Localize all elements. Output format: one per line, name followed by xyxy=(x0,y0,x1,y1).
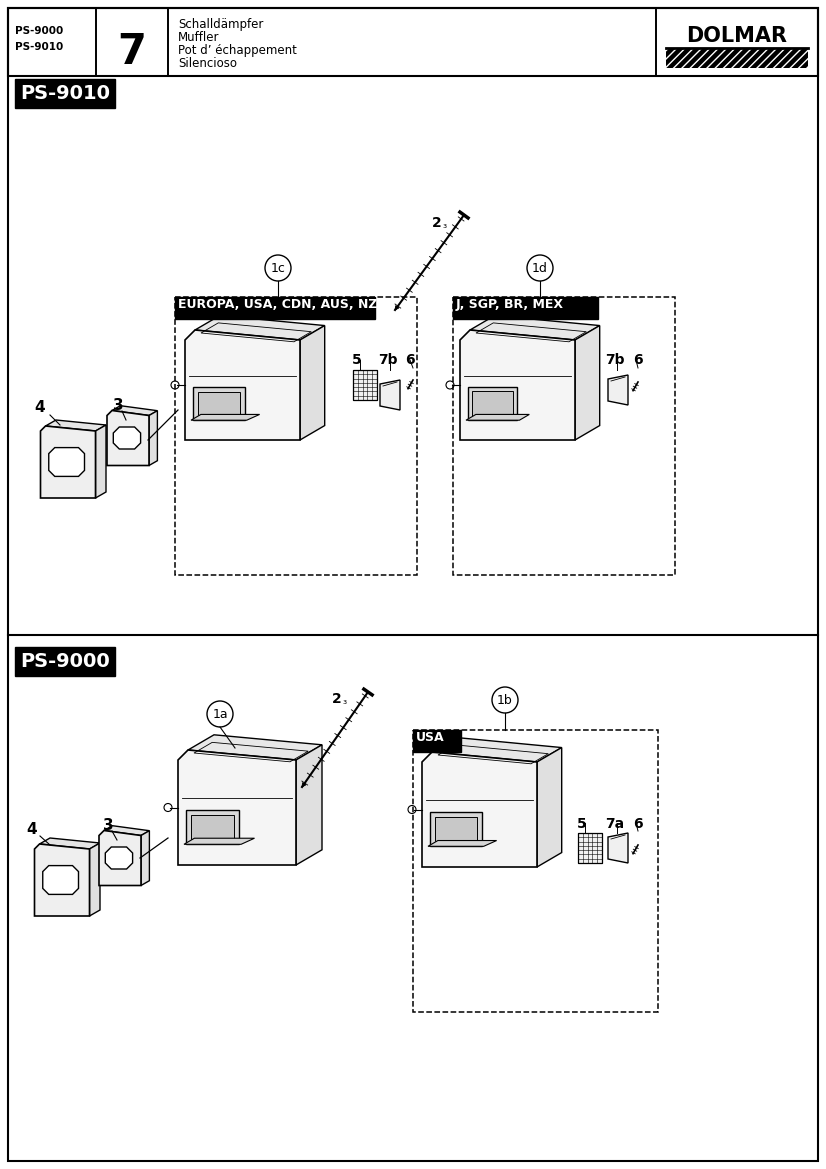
Polygon shape xyxy=(45,420,106,431)
Text: 1b: 1b xyxy=(497,693,513,706)
Bar xyxy=(96,8,168,76)
Polygon shape xyxy=(89,843,100,916)
Polygon shape xyxy=(198,393,240,415)
Text: PS-9000: PS-9000 xyxy=(15,26,64,36)
Text: USA: USA xyxy=(416,731,444,743)
Text: ₃: ₃ xyxy=(442,220,446,230)
Polygon shape xyxy=(432,738,562,762)
Text: 3: 3 xyxy=(112,397,123,413)
Text: 2: 2 xyxy=(332,692,342,706)
Polygon shape xyxy=(466,415,529,420)
Bar xyxy=(666,48,808,68)
Text: 3: 3 xyxy=(102,817,113,832)
Polygon shape xyxy=(300,325,325,440)
Polygon shape xyxy=(40,426,96,498)
Polygon shape xyxy=(99,830,141,885)
Text: 6: 6 xyxy=(634,817,643,831)
Bar xyxy=(578,833,602,863)
Text: J, SGP, BR, MEX: J, SGP, BR, MEX xyxy=(456,298,564,311)
Polygon shape xyxy=(428,841,496,846)
Bar xyxy=(656,8,818,76)
Text: Schalldämpfer: Schalldämpfer xyxy=(178,18,263,32)
Text: 4: 4 xyxy=(26,823,37,837)
Polygon shape xyxy=(43,865,78,894)
Polygon shape xyxy=(96,426,106,498)
Polygon shape xyxy=(105,848,133,869)
Bar xyxy=(453,297,675,575)
Bar xyxy=(8,8,818,76)
Bar xyxy=(168,8,656,76)
Polygon shape xyxy=(575,325,600,440)
Text: 6: 6 xyxy=(634,353,643,367)
Polygon shape xyxy=(537,747,562,867)
Polygon shape xyxy=(40,838,100,849)
Text: 7a: 7a xyxy=(605,817,624,831)
Polygon shape xyxy=(141,831,150,885)
Text: ₃: ₃ xyxy=(342,696,346,706)
Polygon shape xyxy=(35,844,89,916)
Polygon shape xyxy=(380,380,400,410)
Bar xyxy=(353,371,377,400)
Polygon shape xyxy=(468,387,517,420)
Polygon shape xyxy=(191,815,234,839)
Text: 7b: 7b xyxy=(605,353,624,367)
Bar xyxy=(413,729,658,1012)
Polygon shape xyxy=(460,330,575,440)
Polygon shape xyxy=(470,316,600,340)
Polygon shape xyxy=(188,735,322,760)
Bar xyxy=(175,297,417,575)
Polygon shape xyxy=(113,427,140,449)
Polygon shape xyxy=(104,825,150,836)
Polygon shape xyxy=(472,392,514,416)
Text: 1a: 1a xyxy=(212,707,228,720)
Text: 7: 7 xyxy=(117,32,146,72)
Polygon shape xyxy=(608,375,628,404)
Polygon shape xyxy=(302,782,306,787)
Polygon shape xyxy=(395,305,399,310)
Text: EUROPA, USA, CDN, AUS, NZ: EUROPA, USA, CDN, AUS, NZ xyxy=(178,298,377,311)
Text: Muffler: Muffler xyxy=(178,32,220,44)
Polygon shape xyxy=(149,410,158,465)
Text: 5: 5 xyxy=(352,353,362,367)
Polygon shape xyxy=(422,752,537,867)
Text: Silencioso: Silencioso xyxy=(178,57,237,70)
Text: 2: 2 xyxy=(432,216,442,230)
Polygon shape xyxy=(195,316,325,340)
Text: 1d: 1d xyxy=(532,262,548,275)
Polygon shape xyxy=(107,410,149,465)
Bar xyxy=(8,8,96,76)
Polygon shape xyxy=(178,750,296,865)
Bar xyxy=(453,297,598,319)
Text: DOLMAR: DOLMAR xyxy=(686,26,787,46)
Text: PS-9010: PS-9010 xyxy=(20,84,110,103)
Text: 1c: 1c xyxy=(271,262,286,275)
Text: 5: 5 xyxy=(577,817,587,831)
Polygon shape xyxy=(184,838,254,844)
Polygon shape xyxy=(296,745,322,865)
Polygon shape xyxy=(193,387,244,420)
Text: 4: 4 xyxy=(35,401,45,415)
Polygon shape xyxy=(430,811,482,846)
Polygon shape xyxy=(185,330,300,440)
Text: 7b: 7b xyxy=(378,353,398,367)
Polygon shape xyxy=(112,406,158,415)
Text: 6: 6 xyxy=(406,353,415,367)
Text: Pot d’ échappement: Pot d’ échappement xyxy=(178,44,297,57)
Polygon shape xyxy=(191,415,259,420)
Polygon shape xyxy=(435,817,477,842)
Polygon shape xyxy=(49,448,84,477)
Text: PS-9010: PS-9010 xyxy=(15,42,64,51)
Text: PS-9000: PS-9000 xyxy=(20,652,110,671)
Bar xyxy=(175,297,375,319)
Polygon shape xyxy=(608,833,628,863)
Bar xyxy=(413,729,461,752)
Polygon shape xyxy=(186,810,239,844)
